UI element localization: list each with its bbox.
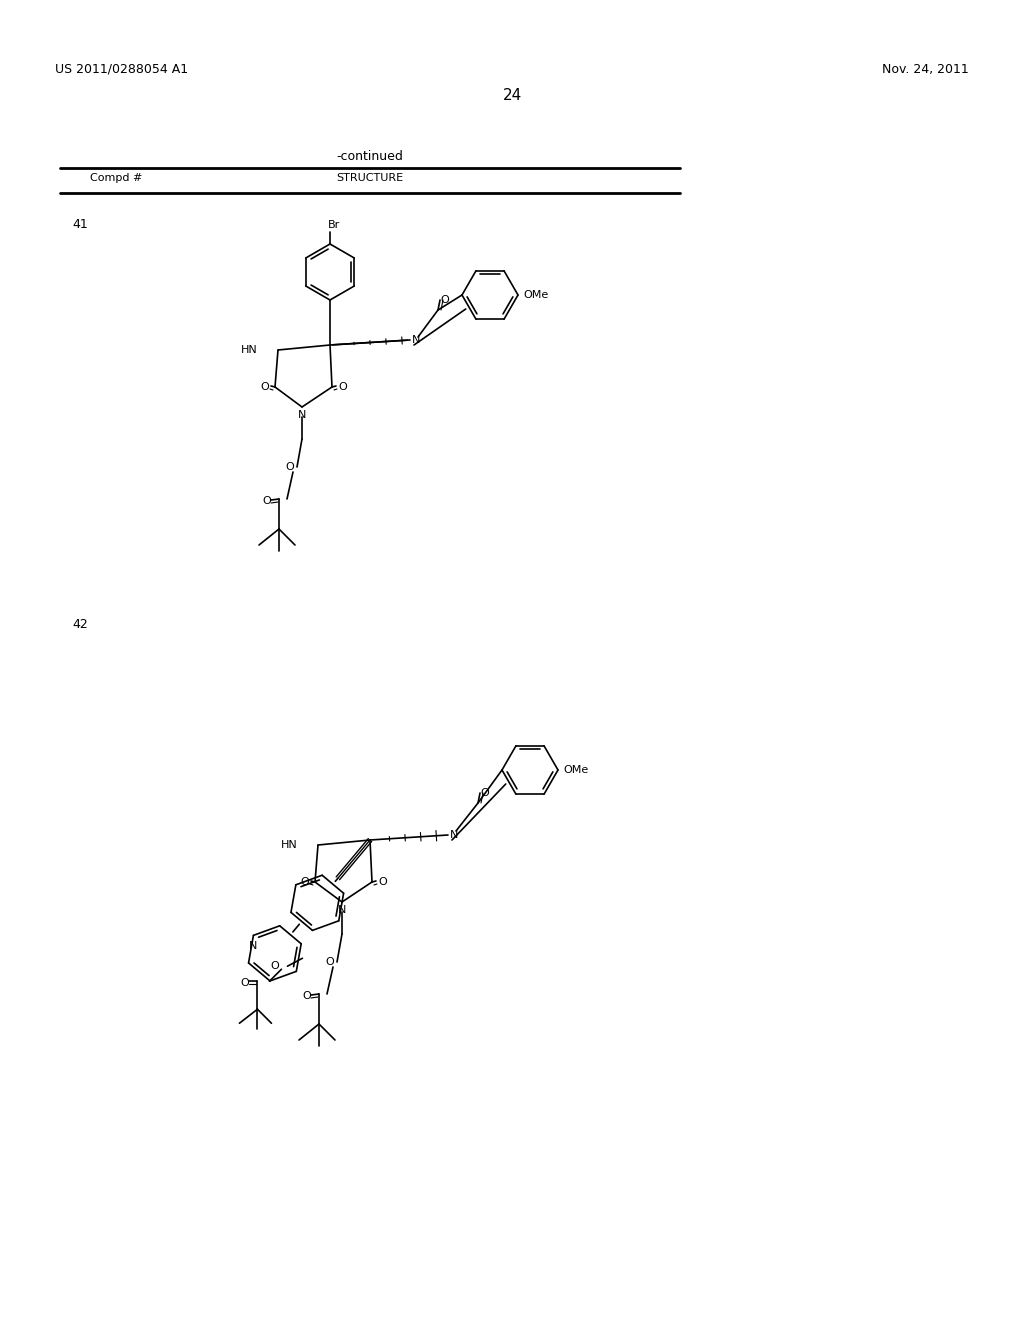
Text: HN: HN bbox=[242, 345, 258, 355]
Text: N: N bbox=[338, 906, 346, 915]
Text: HN: HN bbox=[282, 840, 298, 850]
Text: O: O bbox=[241, 978, 250, 989]
Text: O: O bbox=[300, 876, 309, 887]
Text: O: O bbox=[260, 381, 269, 392]
Text: Nov. 24, 2011: Nov. 24, 2011 bbox=[883, 63, 969, 77]
Text: 24: 24 bbox=[503, 88, 521, 103]
Text: STRUCTURE: STRUCTURE bbox=[337, 173, 403, 183]
Text: Compd #: Compd # bbox=[90, 173, 142, 183]
Text: OMe: OMe bbox=[523, 290, 548, 300]
Text: 41: 41 bbox=[72, 218, 88, 231]
Text: US 2011/0288054 A1: US 2011/0288054 A1 bbox=[55, 63, 188, 77]
Text: O: O bbox=[326, 957, 335, 968]
Text: Br: Br bbox=[328, 220, 340, 230]
Text: O: O bbox=[262, 496, 271, 506]
Text: N: N bbox=[249, 941, 258, 950]
Text: OMe: OMe bbox=[563, 766, 588, 775]
Text: N: N bbox=[412, 335, 421, 345]
Text: O: O bbox=[286, 462, 294, 473]
Text: O: O bbox=[480, 788, 488, 799]
Text: O: O bbox=[440, 294, 449, 305]
Text: O: O bbox=[302, 991, 311, 1001]
Text: -continued: -continued bbox=[337, 150, 403, 162]
Text: O: O bbox=[338, 381, 347, 392]
Text: 42: 42 bbox=[72, 618, 88, 631]
Text: O: O bbox=[270, 961, 280, 972]
Text: N: N bbox=[450, 830, 459, 840]
Text: N: N bbox=[298, 411, 306, 420]
Text: O: O bbox=[378, 876, 387, 887]
